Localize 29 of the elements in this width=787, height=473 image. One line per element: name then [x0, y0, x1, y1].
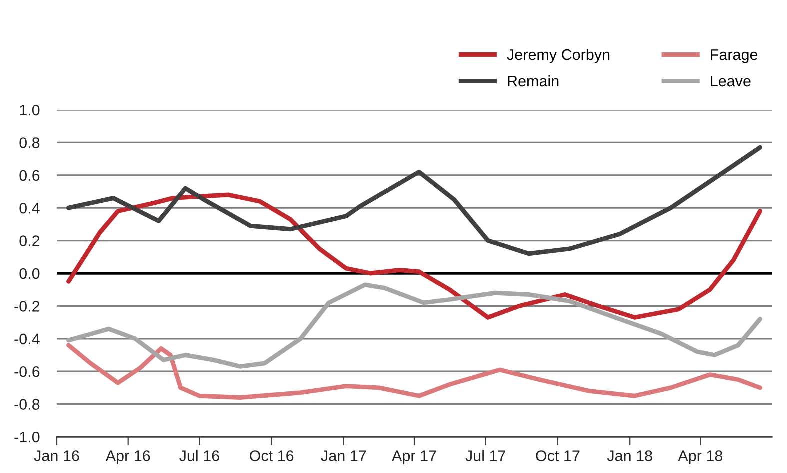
x-tick-label: Jul 17	[466, 450, 506, 462]
legend-label: Remain	[508, 75, 559, 87]
x-tick-label: Apr 16	[106, 450, 150, 464]
y-tick-label: 0.2	[20, 236, 40, 246]
line-series	[66, 343, 762, 400]
x-tick-label: Jan 17	[321, 450, 366, 462]
line-series	[66, 192, 762, 320]
y-tick-label: -0.2	[14, 301, 40, 312]
y-tick-label: 0.4	[20, 202, 40, 214]
x-tick-label: Apr 17	[392, 450, 436, 464]
y-tick-label: -0.4	[14, 334, 40, 345]
y-tick-label: 1.0	[20, 104, 40, 116]
x-tick-label: Oct 16	[250, 450, 294, 462]
y-tick-label: -0.6	[14, 366, 40, 378]
legend-label: Leave	[711, 76, 751, 87]
x-tick-label: Oct 17	[536, 450, 580, 462]
x-tick-label: Jul 16	[180, 450, 220, 462]
y-tick-label: 0.0	[20, 268, 40, 280]
y-tick-label: -1.0	[14, 432, 40, 443]
x-tick-label: Jan 16	[34, 450, 80, 462]
x-tick-label: Jan 18	[607, 450, 652, 462]
y-tick-label: -0.8	[14, 399, 40, 410]
x-tick-label: Apr 18	[678, 450, 722, 464]
line-series	[66, 282, 762, 369]
y-tick-label: 0.6	[20, 170, 40, 182]
legend-label: Jeremy Corbyn	[507, 49, 610, 64]
legend-label: Farage	[711, 50, 758, 64]
y-tick-label: 0.8	[20, 138, 40, 148]
line-series	[66, 145, 762, 256]
